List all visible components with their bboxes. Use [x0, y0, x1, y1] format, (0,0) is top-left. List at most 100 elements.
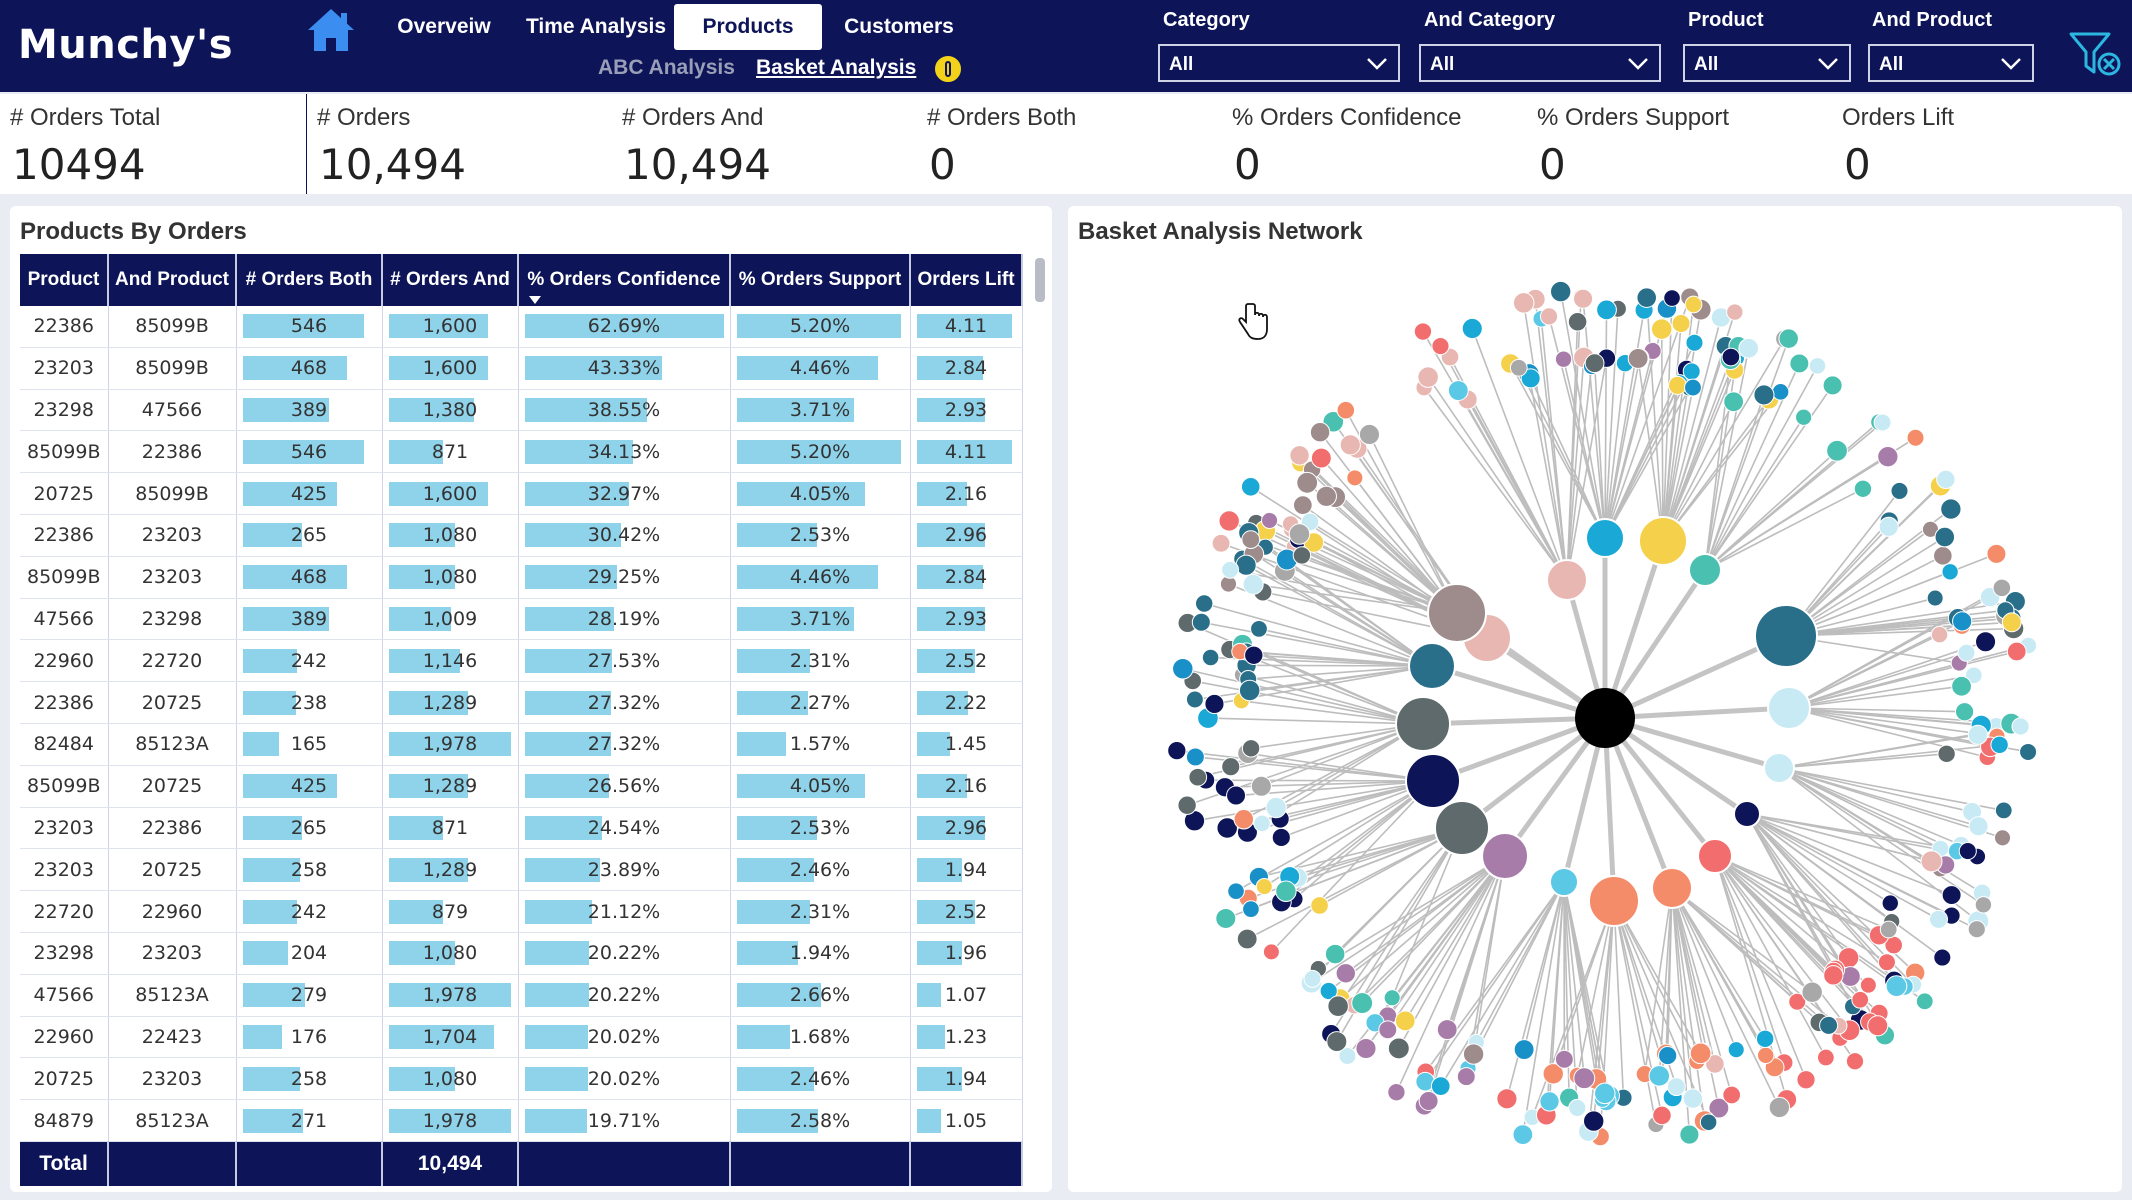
network-leaf-node[interactable]: [1430, 1076, 1451, 1096]
network-leaf-node[interactable]: [1346, 469, 1364, 487]
network-leaf-node[interactable]: [1771, 383, 1790, 401]
network-leaf-node[interactable]: [1958, 842, 1977, 861]
network-leaf-node[interactable]: [1596, 299, 1617, 321]
network-product-node[interactable]: [1427, 583, 1487, 643]
network-leaf-node[interactable]: [1705, 1054, 1725, 1074]
network-leaf-node[interactable]: [1708, 1097, 1730, 1119]
network-leaf-node[interactable]: [1689, 1042, 1712, 1065]
subtab-abc-analysis[interactable]: ABC Analysis: [598, 56, 735, 79]
network-leaf-node[interactable]: [1387, 1083, 1406, 1102]
table-row[interactable]: 23298 47566 389 1,380 38.55% 3.71% 2.93: [20, 389, 1023, 432]
network-leaf-node[interactable]: [1310, 896, 1329, 915]
network-leaf-node[interactable]: [1512, 1124, 1534, 1146]
network-leaf-node[interactable]: [1462, 1043, 1485, 1065]
network-leaf-node[interactable]: [1512, 292, 1535, 314]
network-leaf-node[interactable]: [1801, 981, 1823, 1003]
network-nodes[interactable]: [1167, 280, 2038, 1147]
network-leaf-node[interactable]: [1241, 739, 1261, 758]
info-icon[interactable]: [935, 56, 961, 82]
network-leaf-node[interactable]: [1757, 1046, 1775, 1065]
network-leaf-node[interactable]: [1652, 1105, 1672, 1126]
network-leaf-node[interactable]: [1699, 1113, 1718, 1132]
network-leaf-node[interactable]: [1338, 1046, 1357, 1065]
table-row[interactable]: 23203 22386 265 871 24.54% 2.53% 2.96: [20, 807, 1023, 850]
column-header[interactable]: Orders Lift: [910, 254, 1023, 306]
table-scrollbar[interactable]: [1035, 258, 1045, 302]
network-leaf-node[interactable]: [1383, 989, 1401, 1007]
network-leaf-node[interactable]: [1594, 1082, 1616, 1105]
network-leaf-node[interactable]: [1964, 666, 1983, 685]
home-icon[interactable]: [305, 6, 357, 54]
network-leaf-node[interactable]: [1727, 1041, 1745, 1059]
network-leaf-node[interactable]: [1289, 445, 1310, 466]
table-row[interactable]: 23298 23203 204 1,080 20.22% 1.94% 1.96: [20, 932, 1023, 975]
column-header[interactable]: # Orders Both: [236, 254, 383, 306]
network-leaf-node[interactable]: [1309, 421, 1331, 443]
network-leaf-node[interactable]: [1928, 909, 1949, 929]
network-leaf-node[interactable]: [1358, 423, 1381, 446]
network-leaf-node[interactable]: [1951, 675, 1972, 697]
network-leaf-node[interactable]: [1447, 380, 1469, 401]
network-leaf-node[interactable]: [1885, 975, 1908, 997]
network-leaf-node[interactable]: [1920, 850, 1943, 873]
table-row[interactable]: 22960 22423 176 1,704 20.02% 1.68% 1.23: [20, 1016, 1023, 1059]
network-leaf-node[interactable]: [1336, 400, 1356, 420]
network-leaf-node[interactable]: [1238, 679, 1261, 702]
network-product-node[interactable]: [1546, 559, 1588, 601]
network-leaf-node[interactable]: [1906, 428, 1925, 447]
network-leaf-node[interactable]: [1667, 375, 1688, 395]
product-dropdown[interactable]: All: [1683, 44, 1851, 82]
network-leaf-node[interactable]: [1550, 280, 1572, 303]
table-row[interactable]: 20725 85099B 425 1,600 32.97% 4.05% 2.16: [20, 472, 1023, 515]
network-product-node[interactable]: [1481, 832, 1529, 880]
network-leaf-node[interactable]: [1648, 1065, 1671, 1087]
table-row[interactable]: 82484 85123A 165 1,978 27.32% 1.57% 1.45: [20, 723, 1023, 766]
network-leaf-node[interactable]: [1378, 1020, 1398, 1040]
network-leaf-node[interactable]: [1915, 992, 1934, 1011]
network-leaf-node[interactable]: [1226, 785, 1247, 806]
network-leaf-node[interactable]: [1636, 287, 1657, 308]
column-header[interactable]: And Product: [108, 254, 237, 306]
network-leaf-node[interactable]: [1339, 434, 1361, 456]
network-product-node[interactable]: [1395, 696, 1451, 752]
network-product-node[interactable]: [1697, 838, 1733, 874]
clear-filter-icon[interactable]: [2068, 30, 2122, 78]
tab-time-analysis[interactable]: Time Analysis: [525, 15, 667, 38]
network-leaf-node[interactable]: [1221, 757, 1241, 777]
network-leaf-node[interactable]: [1315, 485, 1337, 507]
network-leaf-node[interactable]: [1554, 350, 1573, 368]
network-leaf-node[interactable]: [1250, 775, 1272, 797]
network-leaf-node[interactable]: [1235, 554, 1257, 576]
network-product-node[interactable]: [1588, 875, 1640, 927]
network-leaf-node[interactable]: [1221, 560, 1240, 579]
network-leaf-node[interactable]: [1941, 563, 1959, 581]
network-leaf-node[interactable]: [1211, 533, 1231, 553]
network-leaf-node[interactable]: [1867, 1015, 1889, 1037]
network-leaf-node[interactable]: [1456, 1067, 1476, 1087]
table-row[interactable]: 47566 85123A 279 1,978 20.22% 2.66% 1.07: [20, 974, 1023, 1017]
network-product-node[interactable]: [1651, 867, 1693, 909]
network-leaf-node[interactable]: [1753, 384, 1775, 406]
network-leaf-node[interactable]: [1326, 1031, 1348, 1053]
network-leaf-node[interactable]: [1822, 375, 1843, 396]
network-product-node[interactable]: [1434, 800, 1490, 856]
network-leaf-node[interactable]: [1568, 1098, 1587, 1117]
network-leaf-node[interactable]: [1817, 1048, 1835, 1067]
network-leaf-node[interactable]: [1722, 1085, 1742, 1105]
basket-network-graph[interactable]: [1068, 206, 2122, 1192]
network-leaf-node[interactable]: [1684, 378, 1702, 397]
network-leaf-node[interactable]: [1952, 611, 1973, 632]
network-leaf-node[interactable]: [1253, 814, 1271, 833]
subtab-basket-analysis[interactable]: Basket Analysis: [756, 56, 917, 79]
network-leaf-node[interactable]: [1177, 795, 1197, 815]
network-leaf-node[interactable]: [1796, 1070, 1816, 1090]
network-leaf-node[interactable]: [1994, 829, 2012, 847]
network-leaf-node[interactable]: [1236, 928, 1258, 950]
network-leaf-node[interactable]: [1262, 943, 1280, 961]
network-leaf-node[interactable]: [1890, 481, 1909, 500]
network-leaf-node[interactable]: [1324, 943, 1346, 965]
network-leaf-node[interactable]: [1265, 796, 1287, 819]
network-leaf-node[interactable]: [1539, 307, 1559, 326]
category-dropdown[interactable]: All: [1158, 44, 1400, 82]
network-leaf-node[interactable]: [2001, 612, 2022, 633]
